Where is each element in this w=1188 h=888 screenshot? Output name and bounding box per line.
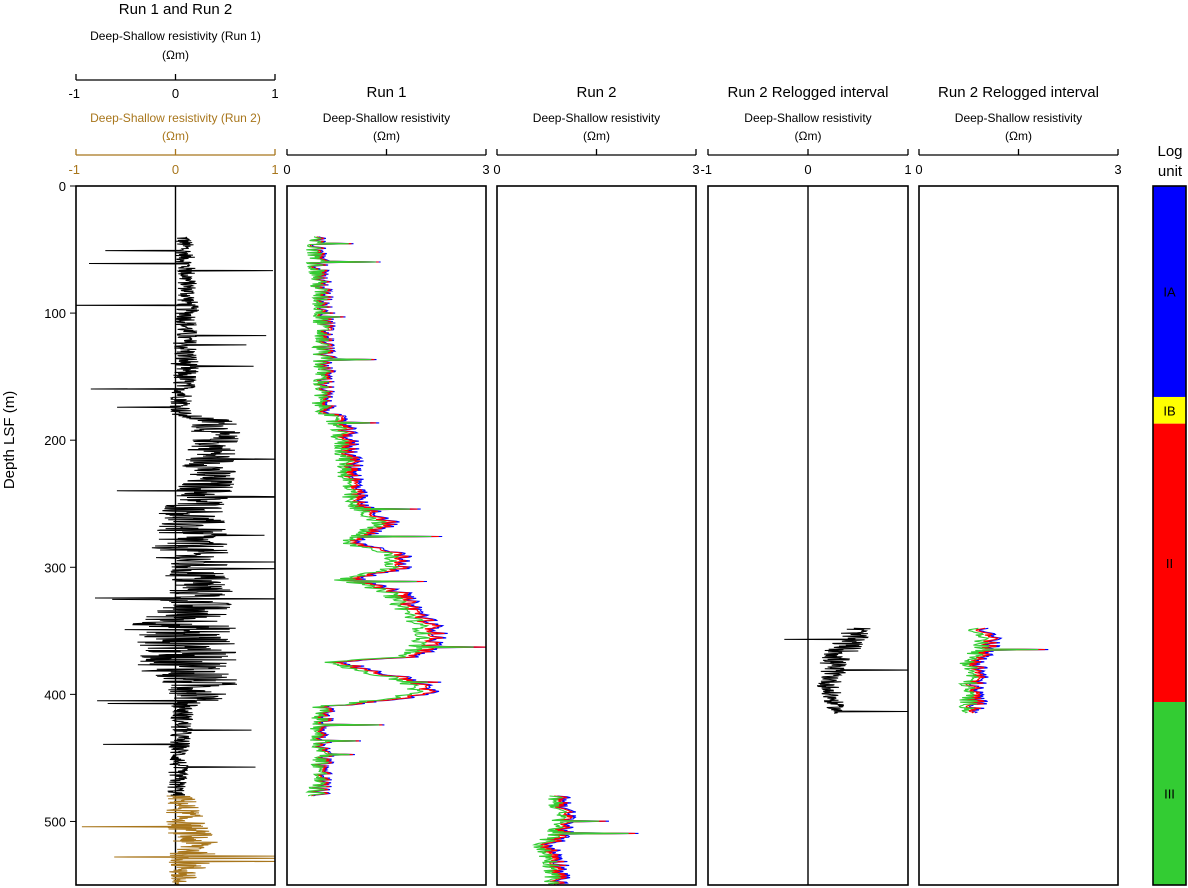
y-tick-label: 200 xyxy=(44,433,66,448)
y-tick-label: 400 xyxy=(44,687,66,702)
log-unit-band-ia xyxy=(1153,186,1186,397)
scale-tick-label: 0 xyxy=(172,162,179,177)
scale-subtitle: Deep-Shallow resistivity xyxy=(955,111,1082,125)
y-tick-label: 300 xyxy=(44,560,66,575)
curve-deep-shallow-resistivity-run-2- xyxy=(81,795,275,885)
log-unit-frame xyxy=(1152,185,1187,886)
track-frame xyxy=(286,185,487,886)
scale-subtitle: Deep-Shallow resistivity xyxy=(533,111,660,125)
scale-unit: (Ωm) xyxy=(583,129,610,143)
log-unit-label: II xyxy=(1166,556,1173,571)
scale-subtitle: Deep-Shallow resistivity xyxy=(744,111,871,125)
scale-tick-label: 0 xyxy=(493,162,500,177)
scale-unit: (Ωm) xyxy=(373,129,400,143)
track-plot-area xyxy=(957,627,1049,714)
curve-deep xyxy=(310,236,486,797)
scale-tick-label: 3 xyxy=(1114,162,1121,177)
track-title-top: Run 1 and Run 2 xyxy=(119,1,232,18)
scale-unit: (Ωm) xyxy=(795,129,822,143)
curve-shallow xyxy=(305,236,474,797)
scale-tick-label: -1 xyxy=(700,162,712,177)
curve-deep-shallow-resistivity-run-1- xyxy=(76,236,275,797)
scale-subtitle: Deep-Shallow resistivity xyxy=(323,111,450,125)
scale-unit: (Ωm) xyxy=(162,129,189,143)
track-plot-area xyxy=(305,236,486,797)
log-unit-label: IB xyxy=(1163,403,1175,418)
scale-tick-label: 0 xyxy=(804,162,811,177)
track-frame xyxy=(75,185,276,886)
log-unit-label: IA xyxy=(1163,284,1176,299)
curve-shallow xyxy=(957,627,1039,714)
log-unit-header-line1: Log xyxy=(1157,143,1182,160)
log-unit-label: III xyxy=(1164,786,1175,801)
track-run1: Run 1 Deep-Shallow resistivity (Ωm) 0 3 xyxy=(283,84,490,886)
log-unit-header-line2: unit xyxy=(1158,163,1183,180)
track-relog1: Run 2 Relogged interval Deep-Shallow resi… xyxy=(700,84,912,886)
scale-unit: (Ωm) xyxy=(162,48,189,62)
log-unit-band-iii xyxy=(1153,701,1186,885)
track-title: Run 2 Relogged interval xyxy=(938,84,1099,101)
scale-unit: (Ωm) xyxy=(1005,129,1032,143)
curve-deep xyxy=(541,795,639,885)
track-frame xyxy=(496,185,697,886)
curve-deep-shallow-resistivity xyxy=(784,627,908,714)
curve-medium xyxy=(538,795,636,885)
track-plot-area xyxy=(532,795,639,885)
curve-medium xyxy=(308,236,486,797)
log-unit-band-ib xyxy=(1153,396,1186,424)
scale-tick-label: -1 xyxy=(68,86,80,101)
scale-tick-label: 1 xyxy=(904,162,911,177)
curve-shallow xyxy=(532,795,629,885)
scale-tick-label: -1 xyxy=(68,162,80,177)
track-frame xyxy=(707,185,909,886)
curve-medium xyxy=(963,627,1046,714)
track-run1and2: Run 1 and Run 2 Deep-Shallow resistivity … xyxy=(68,1,279,886)
track-run2: Run 2 Deep-Shallow resistivity (Ωm) 0 3 xyxy=(493,84,700,886)
scale-tick-label: 0 xyxy=(283,162,290,177)
track-title: Run 2 Relogged interval xyxy=(728,84,889,101)
track-plot-area xyxy=(784,186,908,885)
scale-tick-label: 0 xyxy=(172,86,179,101)
scale-tick-label: 3 xyxy=(482,162,489,177)
track-title: Run 1 xyxy=(366,84,406,101)
y-axis-ticks: 0 100 200 300 400 500 xyxy=(44,179,76,829)
scale-tick-label: 0 xyxy=(915,162,922,177)
track-frame xyxy=(918,185,1119,886)
scale-tick-label: 1 xyxy=(271,162,278,177)
track-relog2: Run 2 Relogged interval Deep-Shallow resi… xyxy=(915,84,1122,886)
tracks: Run 1 and Run 2 Deep-Shallow resistivity … xyxy=(68,1,1122,886)
track-title: Run 2 xyxy=(576,84,616,101)
scale-tick-label: 1 xyxy=(271,86,278,101)
track-plot-area xyxy=(76,186,275,885)
scale-tick-label: 3 xyxy=(692,162,699,177)
scale-subtitle: Deep-Shallow resistivity (Run 2) xyxy=(90,111,261,125)
y-tick-label: 0 xyxy=(59,179,66,194)
log-unit-band-ii xyxy=(1153,423,1186,702)
y-tick-label: 100 xyxy=(44,306,66,321)
y-axis-label: Depth LSF (m) xyxy=(1,391,18,489)
scale-subtitle: Deep-Shallow resistivity (Run 1) xyxy=(90,29,261,43)
y-tick-label: 500 xyxy=(44,814,66,829)
